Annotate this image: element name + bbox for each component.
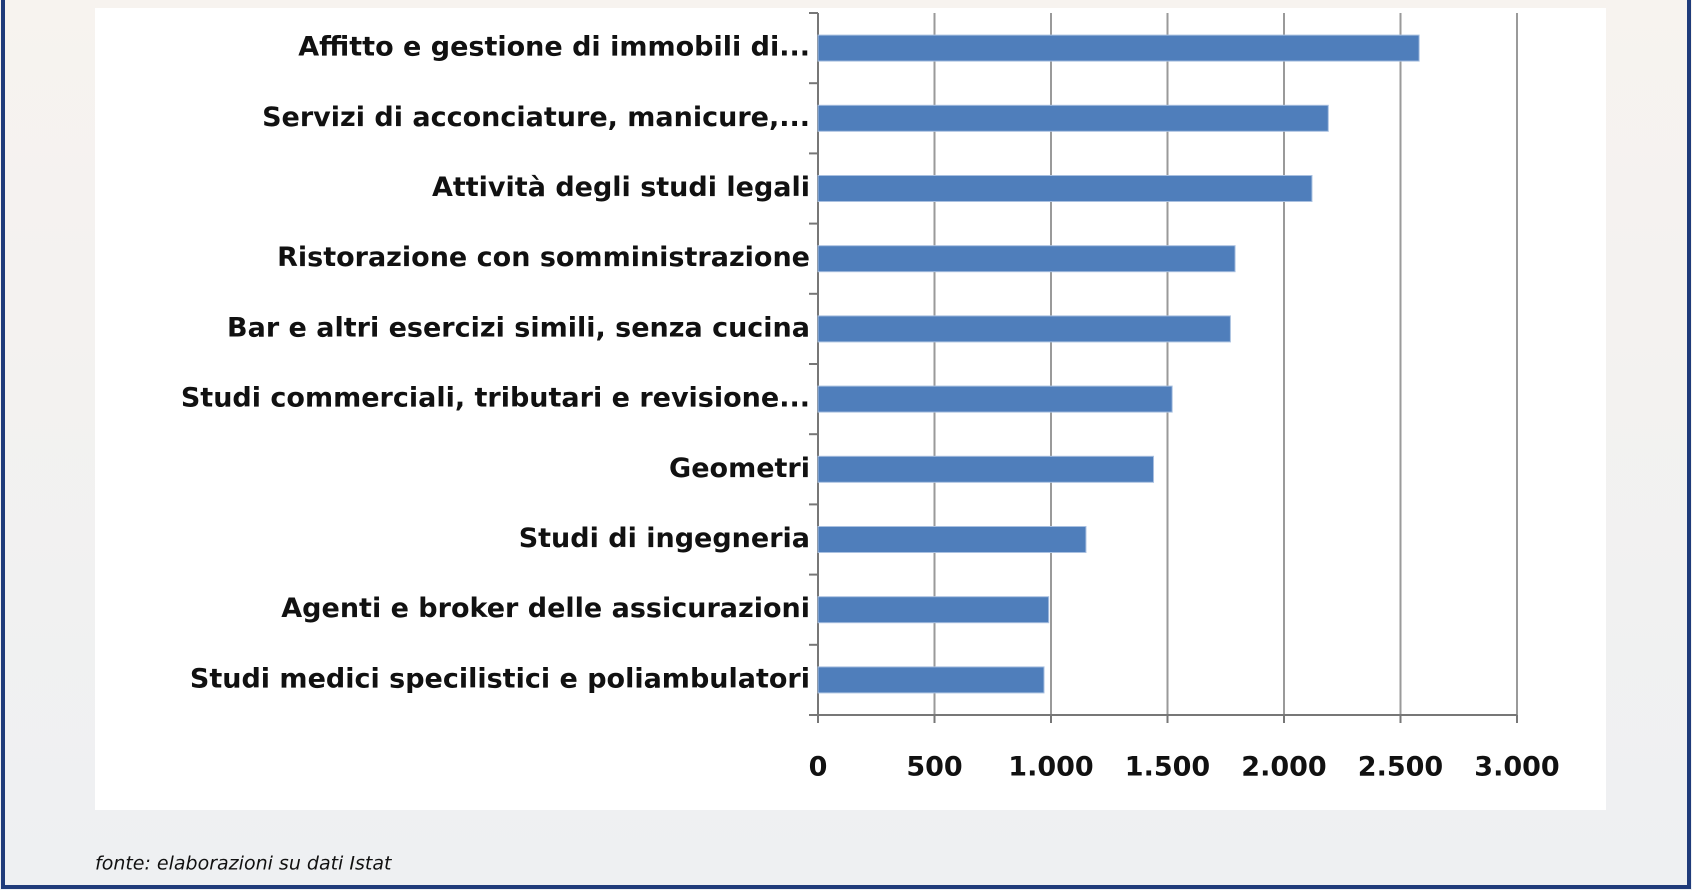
bar <box>817 385 1173 413</box>
bar <box>817 175 1313 202</box>
source-note: fonte: elaborazioni su dati Istat <box>95 853 393 875</box>
bar <box>817 596 1050 624</box>
y-tick-label: Agenti e broker delle assicurazioni <box>281 593 810 624</box>
bar <box>817 526 1087 553</box>
y-tick-label: Studi di ingegneria <box>519 523 810 554</box>
y-tick-label: Geometri <box>669 453 810 484</box>
y-tick-label: Affitto e gestione di immobili di... <box>298 32 810 63</box>
x-tick-label: 2.000 <box>1241 752 1326 783</box>
x-tick-label: 500 <box>906 752 962 783</box>
x-tick-label: 1.000 <box>1008 752 1093 783</box>
x-tick-label: 1.500 <box>1125 752 1210 783</box>
x-tick-label: 2.500 <box>1358 752 1443 783</box>
bar <box>817 245 1236 273</box>
bar <box>817 34 1420 62</box>
bar <box>817 104 1329 132</box>
bar <box>817 666 1045 694</box>
y-tick-label: Ristorazione con somministrazione <box>277 242 810 273</box>
x-tick-label: 3.000 <box>1474 752 1559 783</box>
y-tick-label: Studi medici specilistici e poliambulato… <box>190 663 810 694</box>
bar <box>817 315 1231 343</box>
y-tick-label: Servizi di acconciature, manicure,... <box>262 102 810 133</box>
x-tick-label: 0 <box>809 752 828 783</box>
y-tick-label: Bar e altri esercizi simili, senza cucin… <box>227 312 810 343</box>
bar <box>817 455 1155 483</box>
y-tick-label: Studi commerciali, tributari e revisione… <box>181 383 810 414</box>
y-tick-label: Attività degli studi legali <box>432 172 810 203</box>
